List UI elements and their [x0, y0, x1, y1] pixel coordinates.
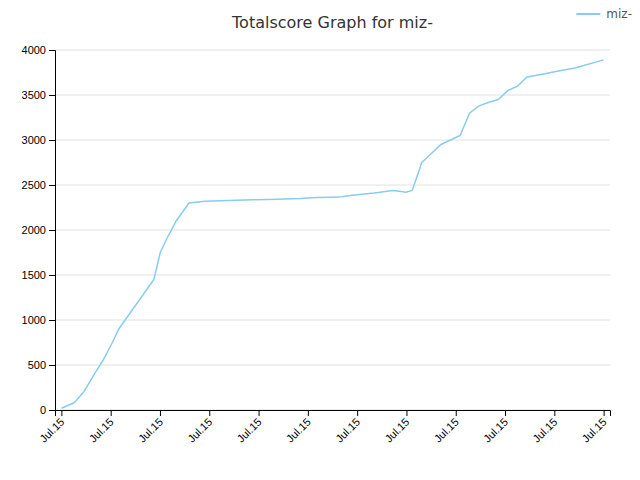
x-tick-mark	[111, 410, 112, 416]
y-tick: 1000	[22, 314, 55, 326]
x-tick-mark	[357, 410, 358, 416]
grid-line	[55, 365, 610, 366]
y-axis-line	[49, 51, 56, 411]
y-tick-label: 0	[40, 404, 46, 416]
grid-line	[55, 50, 610, 51]
x-tick: Jul.15	[530, 410, 559, 445]
x-tick-mark	[160, 410, 161, 416]
x-tick-label: Jul.15	[382, 416, 411, 445]
x-tick-mark	[308, 410, 309, 416]
x-axis: Jul.15 Jul.15 Jul.15 Jul.15 Jul.15 Jul.15 Jul.…	[37, 410, 610, 445]
x-tick: Jul.15	[432, 410, 461, 445]
x-tick: Jul.15	[234, 410, 263, 445]
y-tick-mark	[49, 275, 55, 276]
x-tick-label: Jul.15	[185, 416, 214, 445]
x-tick-label: Jul.15	[284, 416, 313, 445]
x-tick-label: Jul.15	[580, 416, 609, 445]
x-tick-mark	[604, 410, 605, 416]
x-axis-line	[56, 411, 611, 417]
x-tick-label: Jul.15	[37, 416, 66, 445]
y-tick: 0	[40, 404, 55, 416]
y-tick-label: 500	[28, 359, 46, 371]
x-tick-mark	[554, 410, 555, 416]
legend-label: miz-	[606, 7, 632, 21]
y-tick-mark	[49, 185, 55, 186]
y-tick-mark	[49, 95, 55, 96]
grid-line	[55, 230, 610, 231]
x-tick-mark	[406, 410, 407, 416]
y-axis: 0 500 1000 1500 2000 2500 3000 3500 4000	[22, 44, 56, 416]
y-tick-label: 1500	[22, 269, 46, 281]
grid-line	[55, 140, 610, 141]
y-tick-label: 4000	[22, 44, 46, 56]
x-tick: Jul.15	[284, 410, 313, 445]
y-tick-label: 3500	[22, 89, 46, 101]
x-tick-mark	[456, 410, 457, 416]
y-tick-mark	[49, 230, 55, 231]
y-tick: 3500	[22, 89, 55, 101]
x-tick: Jul.15	[87, 410, 116, 445]
x-tick-mark	[61, 410, 62, 416]
y-tick-mark	[49, 50, 55, 51]
x-tick-label: Jul.15	[87, 416, 116, 445]
x-tick-label: Jul.15	[333, 416, 362, 445]
x-tick: Jul.15	[481, 410, 510, 445]
x-tick-label: Jul.15	[530, 416, 559, 445]
title: Totalscore Graph for miz-	[231, 13, 433, 32]
grid-line	[55, 275, 610, 276]
x-tick-label: Jul.15	[432, 416, 461, 445]
legend-item: miz-	[576, 7, 632, 21]
y-tick-label: 1000	[22, 314, 46, 326]
x-tick-label: Jul.15	[136, 416, 165, 445]
x-tick: Jul.15	[382, 410, 411, 445]
y-tick-mark	[49, 410, 55, 411]
x-tick: Jul.15	[136, 410, 165, 445]
x-tick-mark	[505, 410, 506, 416]
y-tick-label: 2000	[22, 224, 46, 236]
grid-line	[55, 320, 610, 321]
legend-swatch	[576, 13, 600, 15]
x-tick: Jul.15	[333, 410, 362, 445]
y-tick-mark	[49, 365, 55, 366]
x-tick-mark	[259, 410, 260, 416]
x-tick: Jul.15	[580, 410, 609, 445]
y-tick: 3000	[22, 134, 55, 146]
x-tick: Jul.15	[185, 410, 214, 445]
y-tick-label: 2500	[22, 179, 46, 191]
y-tick-mark	[49, 140, 55, 141]
y-tick-mark	[49, 320, 55, 321]
y-tick: 2500	[22, 179, 55, 191]
y-tick-label: 3000	[22, 134, 46, 146]
y-tick: 4000	[22, 44, 55, 56]
legend: miz-	[576, 7, 632, 21]
grid	[55, 50, 610, 410]
x-tick-label: Jul.15	[481, 416, 510, 445]
y-tick: 2000	[22, 224, 55, 236]
line	[61, 60, 603, 408]
grid-line	[55, 95, 610, 96]
plot-area	[61, 60, 603, 408]
x-tick-label: Jul.15	[234, 416, 263, 445]
grid-line	[55, 185, 610, 186]
y-tick: 500	[28, 359, 55, 371]
y-tick: 1500	[22, 269, 55, 281]
chart: Jul.15 Jul.15 Jul.15 Jul.15 Jul.15 Jul.15 Jul.…	[0, 0, 640, 480]
x-tick-mark	[209, 410, 210, 416]
